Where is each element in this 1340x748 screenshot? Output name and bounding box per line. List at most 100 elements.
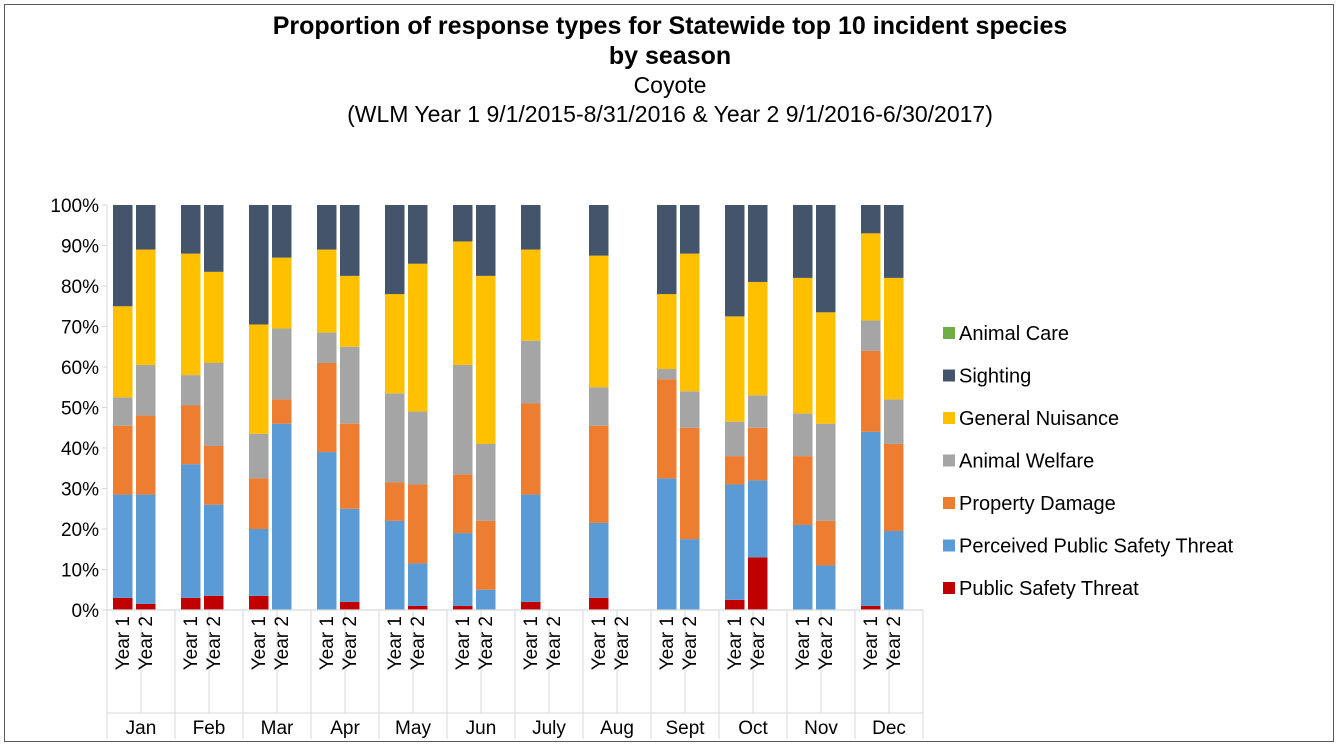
bar-segment-sept-2-property-damage: [680, 427, 700, 540]
bar-segment-dec-1-property-damage: [861, 350, 881, 432]
y-tick-label: 40%: [61, 439, 99, 460]
bar-segment-oct-2-perceived-public-safety-threat: [748, 480, 768, 558]
bar-segment-oct-1-general-nuisance: [725, 316, 745, 422]
chart-title-line-1: Proportion of response types for Statewi…: [272, 12, 1068, 40]
bar-segment-nov-2-animal-welfare: [816, 423, 836, 521]
chart-title-line-2: by season: [608, 42, 732, 70]
bar-segment-dec-2-property-damage: [884, 443, 904, 532]
bar-segment-jan-2-animal-welfare: [136, 364, 156, 416]
x-tick-label-year: Year 2: [476, 616, 497, 670]
y-tick-label: 50%: [61, 399, 99, 420]
legend-label: General Nuisance: [959, 408, 1119, 430]
y-tick-label: 30%: [61, 480, 99, 501]
bar-segment-oct-2-public-safety-threat: [748, 557, 768, 610]
bar-segment-may-1-property-damage: [385, 482, 405, 521]
bar-segment-jun-2-general-nuisance: [476, 275, 496, 444]
bar-segment-may-2-animal-welfare: [408, 411, 428, 485]
legend-swatch: [943, 582, 955, 594]
x-tick-label-month: Sept: [665, 718, 705, 739]
bar-segment-sept-1-animal-welfare: [657, 369, 677, 380]
bar-segment-jan-2-public-safety-threat: [136, 603, 156, 610]
bar-segment-sept-1-general-nuisance: [657, 294, 677, 370]
bar-segment-may-2-public-safety-threat: [408, 605, 428, 610]
bar-segment-oct-2-animal-welfare: [748, 395, 768, 428]
bar-segment-dec-2-general-nuisance: [884, 277, 904, 400]
bar-segment-jun-2-animal-welfare: [476, 443, 496, 521]
bar-segment-feb-1-sighting: [181, 205, 201, 254]
x-tick-label-month: May: [395, 718, 431, 739]
legend-label: Animal Care: [959, 323, 1069, 345]
bar-segment-feb-1-general-nuisance: [181, 253, 201, 376]
x-tick-label-year: Year 2: [544, 616, 565, 670]
bar-segment-apr-2-sighting: [340, 205, 360, 276]
legend-label: Public Safety Threat: [959, 578, 1139, 600]
bar-segment-july-1-sighting: [521, 205, 541, 250]
bar-segment-jun-1-sighting: [453, 205, 473, 242]
bar-segment-may-2-property-damage: [408, 484, 428, 564]
bar-segment-apr-1-general-nuisance: [317, 249, 337, 333]
bar-segment-sept-1-property-damage: [657, 379, 677, 479]
x-tick-label-month: Apr: [330, 718, 360, 739]
bar-segment-feb-2-property-damage: [204, 445, 224, 505]
bar-segment-feb-2-sighting: [204, 205, 224, 272]
x-tick-label-year: Year 2: [340, 616, 361, 670]
x-tick-label-year: Year 1: [453, 616, 474, 670]
y-tick-label: 90%: [61, 237, 99, 258]
bar-segment-july-1-property-damage: [521, 403, 541, 495]
x-tick-label-year: Year 1: [181, 616, 202, 670]
y-tick-label: 10%: [61, 561, 99, 582]
bar-segment-july-1-general-nuisance: [521, 249, 541, 341]
bar-segment-may-1-general-nuisance: [385, 294, 405, 394]
bar-segment-nov-1-sighting: [793, 205, 813, 278]
bar-segment-apr-2-public-safety-threat: [340, 601, 360, 610]
bar-segment-feb-1-perceived-public-safety-threat: [181, 464, 201, 598]
bar-segment-mar-2-property-damage: [272, 399, 292, 424]
bar-segment-sept-2-animal-welfare: [680, 391, 700, 428]
bar-segment-apr-2-perceived-public-safety-threat: [340, 508, 360, 602]
bar-segment-july-1-animal-welfare: [521, 340, 541, 404]
bar-segment-nov-2-sighting: [816, 205, 836, 313]
legend-label: Property Damage: [959, 493, 1116, 515]
bar-segment-mar-1-perceived-public-safety-threat: [249, 529, 269, 596]
x-tick-label-year: Year 1: [249, 616, 270, 670]
bar-segment-dec-1-perceived-public-safety-threat: [861, 431, 881, 606]
bar-segment-jan-2-perceived-public-safety-threat: [136, 494, 156, 604]
bar-segment-jun-1-property-damage: [453, 474, 473, 534]
bar-segment-may-1-perceived-public-safety-threat: [385, 520, 405, 610]
y-tick-label: 80%: [61, 277, 99, 298]
bar-segment-july-1-perceived-public-safety-threat: [521, 494, 541, 602]
legend-swatch: [943, 539, 955, 552]
x-tick-label-year: Year 2: [272, 616, 293, 670]
bar-segment-apr-1-sighting: [317, 205, 337, 250]
bar-segment-nov-1-animal-welfare: [793, 413, 813, 457]
x-tick-label-year: Year 2: [408, 616, 429, 670]
x-tick-label-month: Jun: [466, 718, 497, 739]
bar-segment-may-2-general-nuisance: [408, 263, 428, 412]
bar-segment-nov-1-perceived-public-safety-threat: [793, 524, 813, 610]
bar-segment-jan-1-animal-welfare: [113, 397, 133, 426]
bar-segment-aug-1-property-damage: [589, 425, 609, 523]
bar-segment-aug-1-general-nuisance: [589, 255, 609, 388]
bar-segment-nov-2-general-nuisance: [816, 312, 836, 424]
y-tick-label: 20%: [61, 520, 99, 541]
bar-segment-sept-1-sighting: [657, 205, 677, 295]
bar-segment-aug-1-perceived-public-safety-threat: [589, 522, 609, 598]
bar-segment-jun-2-perceived-public-safety-threat: [476, 589, 496, 610]
x-tick-label-month: Mar: [261, 718, 294, 739]
legend-label: Perceived Public Safety Threat: [959, 536, 1234, 558]
x-tick-label-year: Year 1: [521, 616, 542, 670]
legend-swatch: [943, 327, 955, 339]
bar-segment-apr-1-perceived-public-safety-threat: [317, 452, 337, 610]
bar-segment-jun-2-sighting: [476, 205, 496, 276]
x-tick-label-year: Year 1: [385, 616, 406, 670]
x-tick-label-month: Nov: [804, 718, 838, 739]
bar-segment-jan-2-general-nuisance: [136, 249, 156, 365]
x-tick-label-month: Oct: [738, 718, 768, 739]
bar-segment-dec-2-sighting: [884, 205, 904, 278]
bar-segment-dec-2-perceived-public-safety-threat: [884, 531, 904, 610]
x-tick-label-month: Feb: [193, 718, 226, 739]
x-tick-label-year: Year 2: [680, 616, 701, 670]
bar-segment-nov-2-perceived-public-safety-threat: [816, 565, 836, 610]
bar-segment-oct-2-property-damage: [748, 427, 768, 481]
bar-segment-oct-2-sighting: [748, 205, 768, 282]
